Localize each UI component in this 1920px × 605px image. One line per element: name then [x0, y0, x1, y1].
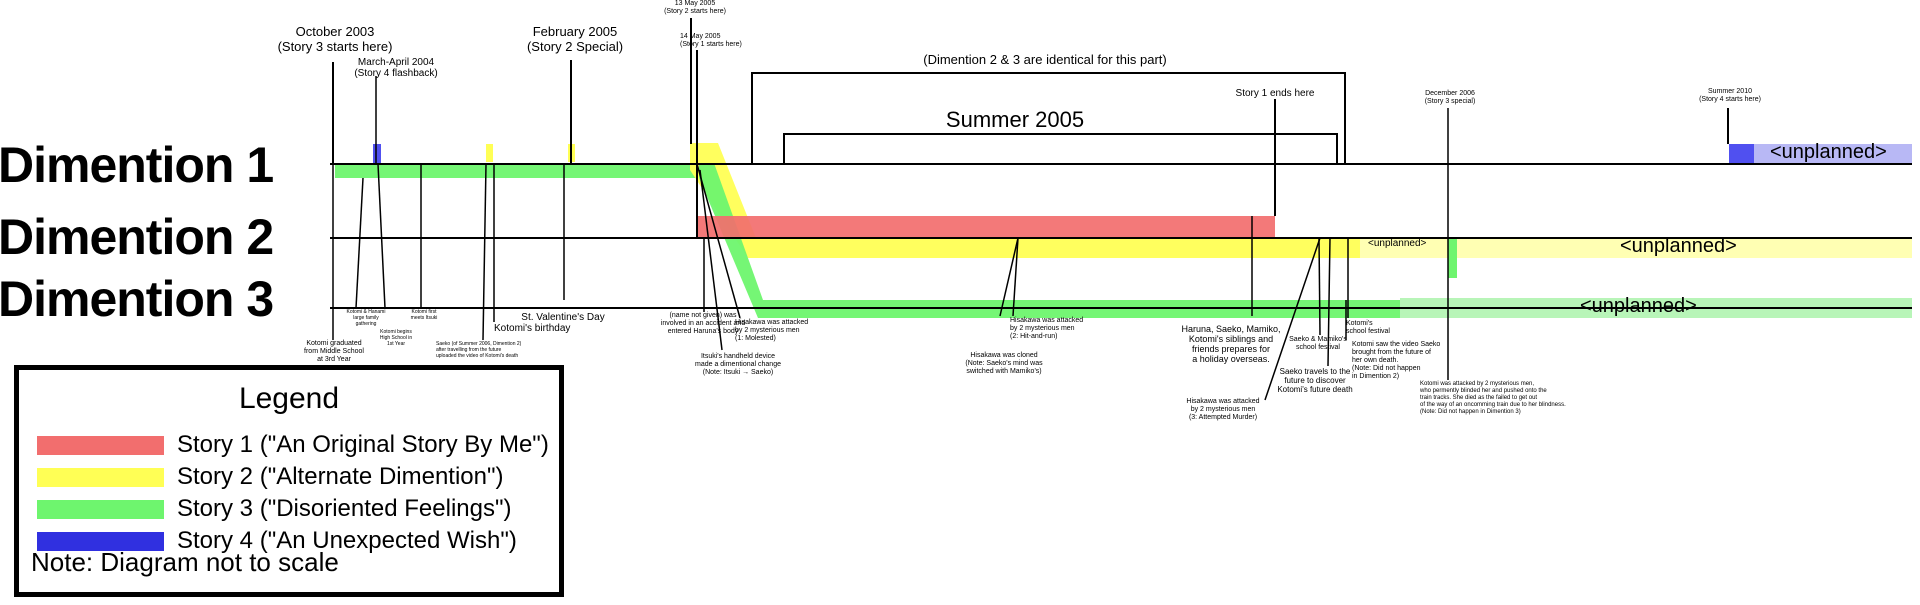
annotation-saeko-travels: Saeko travels to the future to discover … [1277, 367, 1353, 394]
annotation-graduated: Kotomi graduated from Middle School at 3… [304, 340, 364, 363]
attack1-marker [696, 163, 741, 319]
story3-special-marker [1448, 238, 1457, 278]
legend-swatch-story4 [37, 532, 164, 551]
legend-swatch-story3 [37, 500, 164, 519]
travels-marker [1327, 237, 1331, 367]
annotation-attack-3: Hisakawa was attacked by 2 mysterious me… [1186, 398, 1260, 421]
story2-unplanned-band [1360, 238, 1912, 258]
legend-label-story4: Story 4 ("An Unexpected Wish") [177, 527, 517, 554]
device-marker [699, 169, 723, 351]
attack2-marker [999, 237, 1019, 317]
legend-swatch-story2 [37, 468, 164, 487]
annotation-high-school: Kotomi begins High School in 1st Year [379, 329, 413, 347]
annotation-handheld-device: Itsuki's handheld device made a dimentio… [694, 353, 781, 376]
annotation-accident: (name not given) was involved in an acci… [660, 312, 746, 335]
annotation-14-may-2005: 14 May 2005 (Story 1 starts here) [680, 33, 742, 48]
annotation-oct-2003: October 2003 (Story 3 starts here) [277, 24, 393, 54]
annotation-summer-2005: Summer 2005 [945, 107, 1085, 132]
annotation-mar-apr-2004: March-April 2004 (Story 4 flashback) [354, 57, 438, 79]
legend-box: Legend Story 1 ("An Original Story By Me… [14, 365, 564, 597]
annotation-family-gathering: Kotomi & Hanami large family gathering [346, 309, 386, 327]
story4-flashback-marker [373, 144, 381, 164]
story2-special-marker-a [486, 144, 493, 162]
unplanned-label-dim1: <unplanned> [1770, 141, 1887, 163]
legend-label-story3: Story 3 ("Disoriented Feelings") [177, 495, 512, 522]
hs-marker [377, 163, 386, 309]
timeline-lines [330, 18, 1912, 401]
story2-band-dim1 [690, 143, 1360, 258]
annotation-13-may-2005: 13 May 2005 (Story 2 starts here) [664, 0, 726, 15]
legend-title: Legend [238, 382, 340, 415]
legend-note: Note: Diagram not to scale [31, 547, 339, 577]
unplanned-label-dim3: <unplanned> [1580, 295, 1697, 317]
story3-band-dim3 [699, 163, 1400, 318]
legend-label-story1: Story 1 ("An Original Story By Me") [177, 431, 549, 458]
row-label-dim3: Dimention 3 [0, 271, 274, 327]
annotation-dec-2006: December 2006 (Story 3 special) [1424, 90, 1476, 105]
annotation-saw-video: Kotomi saw the video Saeko brought from … [1352, 341, 1441, 380]
row-label-dim1: Dimention 1 [0, 137, 274, 193]
saeko-upload-marker [482, 163, 487, 341]
festival-saeko-marker [1318, 237, 1321, 336]
annotation-meets-itsuki: Kotomi first meets Itsuki [410, 309, 438, 321]
annotation-summer-2010: Summer 2010 (Story 4 starts here) [1699, 88, 1761, 103]
annotation-feb-2005: February 2005 (Story 2 Special) [526, 24, 624, 54]
annotation-attack-1: Hisakawa was attacked by 2 mysterious me… [735, 319, 809, 342]
annotation-holiday: Haruna, Saeko, Mamiko, Kotomi's siblings… [1181, 324, 1281, 364]
attack3-marker [1264, 237, 1321, 401]
story4-start-band [1729, 144, 1754, 164]
annotation-identical: (Dimention 2 & 3 are identical for this … [923, 52, 1167, 67]
annotation-cloned: Hisakawa was cloned (Note: Saeko's mind … [965, 352, 1043, 375]
gathering-marker [355, 177, 364, 309]
unplanned-label-dim2: <unplanned> [1620, 235, 1737, 257]
identical-bracket [751, 72, 1346, 164]
summer-bracket [783, 133, 1338, 164]
story1-band [697, 216, 1275, 237]
legend-label-story2: Story 2 ("Alternate Dimention") [177, 463, 504, 490]
annotation-attack-2: Hisakawa was attacked by 2 mysterious me… [1010, 317, 1084, 340]
annotation-birthday: Kotomi's birthday [494, 323, 571, 334]
row-label-dim2: Dimention 2 [0, 209, 274, 265]
story3-band-dim1 [335, 163, 716, 178]
annotation-story1-ends: Story 1 ends here [1235, 88, 1315, 99]
annotation-festival-kotomi: Kotomi's school festival [1346, 320, 1390, 335]
annotation-kotomi-attacked: Kotomi was attacked by 2 mysterious men,… [1420, 381, 1566, 415]
annotation-saeko-upload: Saeko (of Summer 2006, Dimention 2) afte… [436, 341, 522, 359]
annotation-festival-saeko: Saeko & Mamiko's school festival [1289, 336, 1347, 351]
unplanned-label-dim2-small: <unplanned> [1368, 238, 1427, 249]
story4-unplanned-band [1754, 144, 1912, 164]
legend-swatch-story1 [37, 436, 164, 455]
cloned-marker [1012, 237, 1019, 317]
annotation-valentines: St. Valentine's Day [521, 312, 605, 323]
story-bands [335, 143, 1912, 318]
